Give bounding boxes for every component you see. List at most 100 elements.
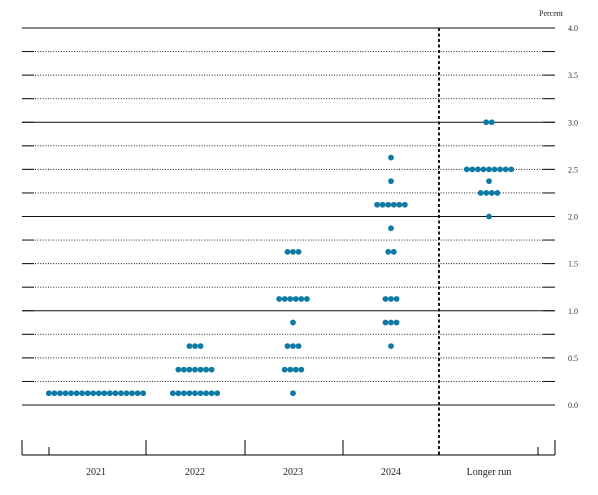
y-tick-label: 2.5 [568,165,578,174]
participant-dot [508,166,515,173]
participant-dot [497,166,503,173]
participant-dot [284,248,291,255]
participant-dot [390,201,397,208]
y-axis-ticks: 4.0 3.5 3.0 2.5 2.0 1.5 1.0 0.5 0.0 [568,24,578,410]
participant-dot [175,390,182,397]
participant-dot [486,166,492,173]
participant-dot [396,201,403,208]
participant-dot [303,296,310,302]
participant-dot [57,390,63,397]
participant-dot [494,190,501,196]
participant-dot [197,343,204,349]
participant-dot [186,366,193,373]
dots [45,119,515,397]
participant-dot [292,296,299,302]
participant-dot [214,390,221,397]
participant-dot [208,390,215,397]
participant-dot [192,390,198,397]
participant-dot [129,390,135,397]
participant-dot [388,178,394,185]
participant-dot [68,390,74,397]
participant-dot [51,390,58,397]
participant-dot [101,390,108,397]
x-category-label: 2024 [381,467,401,478]
participant-dot [390,248,397,255]
x-category-label: 2023 [283,467,303,478]
participant-dot [483,119,490,126]
participant-dot [475,166,481,173]
y-tick-label: 2.0 [568,213,578,222]
participant-dot [287,296,294,302]
participant-dot [382,319,389,326]
participant-dot [181,390,187,397]
participant-dot [486,213,492,220]
participant-dot [382,296,389,302]
participant-dot [295,248,302,255]
x-axis: 2021 2022 2023 2024 Longer run [21,440,556,478]
participant-dot [292,366,299,373]
participant-dot [281,366,288,373]
participant-dot [123,390,130,397]
participant-dot [281,296,288,302]
participant-dot [284,343,291,349]
participant-dot [290,390,296,397]
participant-dot [491,166,498,173]
x-category-label: 2022 [185,467,205,478]
participant-dot [379,201,386,208]
participant-dot [393,319,400,326]
participant-dot [79,390,86,397]
participant-dot [169,390,176,397]
gridlines [22,27,555,406]
participant-dot [192,366,198,373]
participant-dot [388,154,394,161]
participant-dot [290,319,296,326]
participant-dot [290,248,296,255]
participant-dot [197,366,204,373]
y-tick-label: 0.0 [568,401,578,410]
participant-dot [295,343,302,349]
participant-dot [463,166,470,173]
participant-dot [118,390,124,397]
participant-dot [208,366,215,373]
participant-dot [203,366,210,373]
participant-dot [95,390,102,397]
participant-dot [385,201,392,208]
participant-dot [90,390,97,397]
participant-dot [298,296,305,302]
y-tick-label: 3.0 [568,118,578,127]
participant-dot [186,343,193,349]
participant-dot [175,366,182,373]
participant-dot [197,390,204,397]
participant-dot [203,390,210,397]
participant-dot [502,166,509,173]
participant-dot [84,390,91,397]
participant-dot [112,390,119,397]
participant-dot [106,390,113,397]
y-tick-label: 4.0 [568,24,578,33]
y-tick-label: 1.5 [568,260,578,269]
participant-dot [388,319,394,326]
participant-dot [73,390,80,397]
participant-dot [477,190,484,196]
participant-dot [276,296,283,302]
participant-dot [488,119,495,126]
participant-dot [401,201,408,208]
participant-dot [469,166,476,173]
y-tick-label: 0.5 [568,354,578,363]
y-tick-label: 1.0 [568,307,578,316]
unit-label: Percent [539,9,564,18]
participant-dot [388,296,394,302]
y-tick-label: 3.5 [568,71,578,80]
participant-dot [393,296,400,302]
participant-dot [181,366,187,373]
participant-dot [134,390,141,397]
participant-dot [388,343,394,349]
participant-dot [192,343,198,349]
participant-dot [298,366,305,373]
participant-dot [287,366,294,373]
participant-dot [186,390,193,397]
participant-dot [374,201,381,208]
participant-dot [488,190,495,196]
participant-dot [486,178,492,185]
